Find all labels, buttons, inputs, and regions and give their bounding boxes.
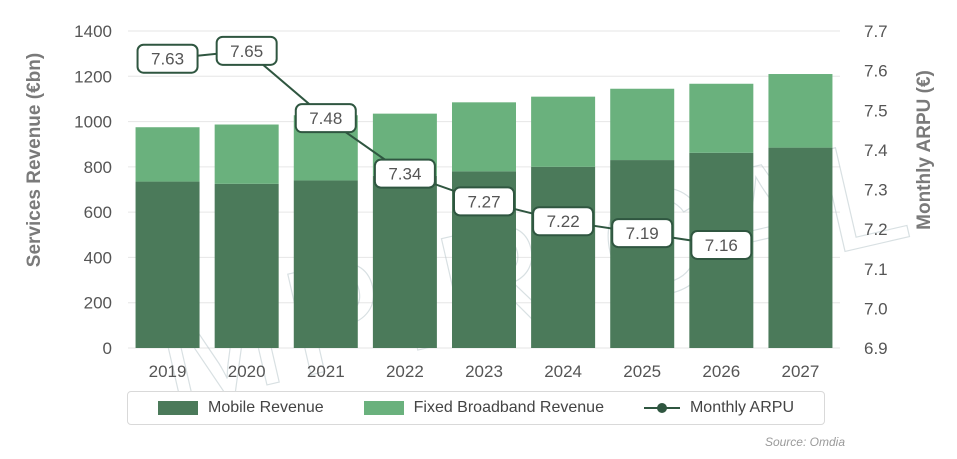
right-axis-tick-label: 7.5: [864, 101, 888, 120]
legend-label-broadband: Fixed Broadband Revenue: [413, 399, 604, 416]
bar-fixed-broadband-revenue: [610, 88, 675, 161]
arpu-data-label-text: 7.48: [309, 109, 342, 128]
legend: Mobile Revenue Fixed Broadband Revenue M…: [127, 391, 825, 425]
x-axis-tick-label: 2022: [386, 362, 424, 381]
right-axis-title: Monthly ARPU (€): [914, 70, 935, 230]
bar-fixed-broadband-revenue: [768, 74, 833, 148]
legend-label-mobile: Mobile Revenue: [207, 399, 324, 416]
right-axis-tick-label: 7.1: [864, 260, 888, 279]
x-axis-tick-label: 2025: [623, 362, 661, 381]
arpu-data-label-box: [136, 43, 199, 74]
x-axis-tick-label: 2026: [702, 362, 740, 381]
x-axis-tick-label: 2020: [228, 362, 266, 381]
arpu-data-label-box: [215, 35, 278, 66]
arpu-data-label-box: [373, 158, 436, 189]
arpu-data-label: 7.22: [532, 206, 595, 237]
legend-item-arpu[interactable]: Monthly ARPU: [643, 399, 795, 417]
right-axis-ticks: 6.9 7.0 7.1 7.2 7.3 7.4 7.5 7.6 7.7: [864, 22, 888, 358]
legend-line-marker-arpu: [643, 401, 680, 415]
right-axis-tick-label: 7.6: [864, 62, 888, 81]
arpu-data-label: 7.65: [215, 35, 278, 66]
bar-mobile-revenue: [214, 183, 279, 348]
right-axis-tick-label: 6.9: [864, 339, 888, 358]
arpu-data-label: 7.27: [453, 186, 515, 217]
arpu-data-label: 7.19: [611, 218, 674, 249]
legend-label-arpu: Monthly ARPU: [689, 399, 795, 416]
arpu-data-label: 7.63: [136, 43, 199, 74]
bar-mobile-revenue: [372, 175, 437, 348]
arpu-data-labels: 7.63 7.65 7.48 7.34 7.27 7.22 7.19 7.16: [136, 35, 753, 260]
x-axis-tick-label: 2021: [307, 362, 345, 381]
legend-item-broadband[interactable]: Fixed Broadband Revenue: [363, 399, 604, 417]
legend-item-mobile[interactable]: Mobile Revenue: [157, 399, 324, 417]
bar-mobile-revenue: [531, 166, 596, 348]
left-axis-tick-label: 600: [84, 203, 112, 222]
bar-fixed-broadband-revenue: [135, 127, 200, 182]
left-axis-tick-label: 800: [84, 158, 112, 177]
arpu-data-label-text: 7.34: [388, 165, 421, 184]
legend-swatch-broadband: [363, 401, 404, 415]
arpu-data-label: 7.16: [690, 229, 753, 260]
left-axis-tick-label: 200: [84, 294, 112, 313]
right-axis-tick-label: 7.7: [864, 22, 888, 41]
arpu-data-label-box: [611, 218, 674, 249]
arpu-data-label-text: 7.27: [467, 192, 500, 211]
arpu-data-label-text: 7.22: [547, 212, 580, 231]
right-axis-tick-label: 7.2: [864, 220, 888, 239]
left-axis-tick-label: 0: [103, 339, 112, 358]
bar-fixed-broadband-revenue: [214, 124, 279, 184]
x-axis-ticks: 2019 2020 2021 2022 2023 2024 2025 2026 2027: [149, 362, 820, 381]
arpu-data-label-box: [690, 229, 753, 260]
bar-mobile-revenue: [610, 160, 675, 348]
left-axis-title: Services Revenue (€bn): [24, 53, 45, 267]
x-axis-tick-label: 2019: [149, 362, 187, 381]
arpu-data-label: 7.34: [373, 158, 436, 189]
right-axis-tick-label: 7.4: [864, 141, 888, 160]
left-axis-tick-label: 1400: [74, 22, 112, 41]
left-axis-tick-label: 1000: [74, 113, 112, 132]
bar-fixed-broadband-revenue: [452, 102, 516, 172]
arpu-data-label-text: 7.65: [230, 42, 263, 61]
arpu-data-label-text: 7.16: [705, 236, 738, 255]
arpu-data-label: 7.48: [294, 103, 357, 134]
bar-fixed-broadband-revenue: [531, 96, 596, 167]
bar-series: [135, 74, 833, 348]
bar-mobile-revenue: [768, 147, 833, 348]
source-note: Source: Omdia: [764, 435, 845, 449]
left-axis-tick-label: 400: [84, 248, 112, 267]
bar-fixed-broadband-revenue: [689, 83, 754, 153]
arpu-data-label-box: [294, 103, 357, 134]
arpu-data-label-box: [532, 206, 595, 237]
bar-mobile-revenue: [135, 181, 200, 348]
bar-mobile-revenue: [293, 180, 358, 348]
right-axis-tick-label: 7.0: [864, 299, 888, 318]
arpu-data-label-text: 7.63: [151, 50, 184, 69]
x-axis-tick-label: 2027: [782, 362, 820, 381]
x-axis-tick-label: 2024: [544, 362, 582, 381]
arpu-data-label-box: [453, 186, 515, 217]
left-axis-tick-label: 1200: [74, 67, 112, 86]
x-axis-tick-label: 2023: [465, 362, 503, 381]
legend-swatch-mobile: [157, 401, 198, 415]
arpu-data-label-text: 7.19: [626, 224, 659, 243]
right-axis-tick-label: 7.3: [864, 181, 888, 200]
left-axis-ticks: 0 200 400 600 800 1000 1200 1400: [74, 22, 112, 358]
